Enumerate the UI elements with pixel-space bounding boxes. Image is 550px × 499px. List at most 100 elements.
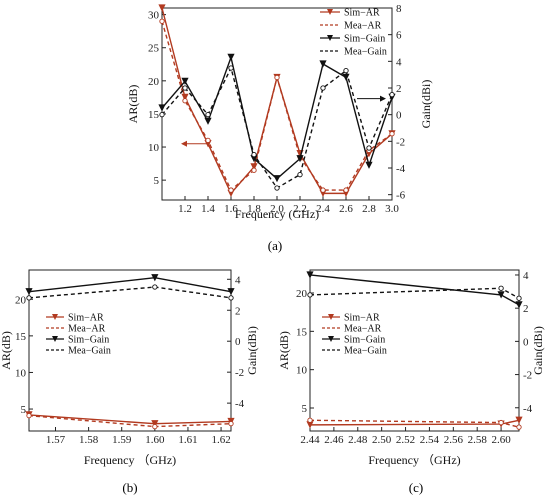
- plot-frame: [309, 269, 520, 432]
- x-tick-label: 1.61: [178, 434, 197, 446]
- data-point: [228, 295, 234, 301]
- data-point: [159, 112, 165, 118]
- x-tick-label: 2.46: [324, 434, 344, 446]
- legend-label: Mea−AR: [68, 324, 106, 335]
- y-left-tick-label: 25: [148, 43, 160, 55]
- chart-panel-3: 2.44 2.46 2.48 2.50 2.52 2.54 2.56 2.58 2.60 5 10 1…: [277, 269, 545, 495]
- data-point: [227, 53, 235, 61]
- y-left-axis-label: AR(dB): [277, 331, 291, 370]
- y-right-tick-label: 6: [396, 30, 402, 42]
- series-line-3: [310, 274, 519, 306]
- x-tick-label: 2.58: [468, 434, 488, 446]
- y-right-tick-label: 0: [523, 336, 529, 348]
- y-left-tick-label: 20: [15, 294, 27, 306]
- data-point: [274, 74, 280, 81]
- y-right-tick-label: 4: [523, 270, 529, 282]
- data-point: [158, 104, 166, 112]
- y-left-tick-label: 10: [148, 142, 160, 154]
- y-right-tick-label: 0: [235, 336, 241, 348]
- data-point: [366, 145, 372, 151]
- y-left-tick-label: 10: [15, 367, 27, 379]
- data-point: [515, 301, 523, 309]
- data-point: [204, 117, 212, 125]
- x-tick-label: 1.4: [201, 203, 215, 215]
- data-point: [296, 155, 304, 163]
- x-tick-label: 2.52: [396, 434, 415, 446]
- y-left-axis-label: AR(dB): [0, 331, 13, 370]
- x-tick-label: 2.56: [444, 434, 464, 446]
- y-left-tick-label: 5: [302, 403, 308, 415]
- y-left-tick-label: 15: [148, 109, 160, 121]
- data-point: [306, 421, 314, 429]
- data-point: [151, 274, 159, 282]
- y-left-axis-label: AR(dB): [126, 85, 140, 124]
- legend-label: Mea−AR: [344, 21, 382, 32]
- legend-marker: [327, 35, 333, 41]
- data-point: [152, 284, 158, 290]
- data-point: [516, 424, 522, 430]
- legend-marker: [328, 314, 334, 320]
- data-point: [307, 417, 313, 423]
- x-tick-label: 1.2: [178, 203, 192, 215]
- y-right-tick-label: -6: [396, 190, 406, 202]
- x-tick-label: 1.8: [247, 203, 261, 215]
- data-point: [516, 295, 522, 301]
- data-point: [182, 85, 188, 91]
- data-point: [297, 172, 303, 178]
- legend-label: Sim−Gain: [344, 34, 385, 45]
- y-right-axis-label: Gain(dBi): [531, 326, 545, 375]
- x-tick-label: 2.44: [300, 434, 320, 446]
- y-left-tick-label: 15: [15, 331, 27, 343]
- data-point: [343, 187, 349, 193]
- data-point: [205, 137, 211, 144]
- y-right-tick-label: 2: [235, 305, 241, 317]
- legend-label: Sim−AR: [68, 313, 104, 324]
- x-tick-label: 1.6: [224, 203, 238, 215]
- y-right-tick-label: 2: [523, 303, 529, 315]
- legend-marker: [328, 336, 334, 342]
- y-right-tick-label: 4: [396, 56, 402, 68]
- data-point: [274, 185, 280, 191]
- data-point: [26, 295, 32, 301]
- x-tick-label: 2.60: [491, 434, 511, 446]
- chart-panel-1: 1.2 1.4 1.6 1.8 2.0 2.2 2.4 2.6 2.8 3.05101520253…: [126, 3, 433, 253]
- y-left-tick-label: 5: [21, 404, 27, 416]
- y-right-tick-label: -4: [523, 403, 533, 415]
- series-line-1: [29, 414, 231, 425]
- x-axis-label: Frequency （GHz): [84, 453, 176, 467]
- x-tick-label: 2.0: [270, 203, 284, 215]
- y-left-tick-label: 10: [296, 365, 308, 377]
- x-axis-label: Frequency (GHz): [235, 207, 319, 221]
- data-point: [181, 77, 189, 85]
- data-point: [228, 187, 234, 193]
- x-axis-label: Frequency （GHz): [368, 453, 460, 467]
- legend-label: Mea−Gain: [68, 346, 111, 357]
- legend-label: Sim−AR: [344, 313, 380, 324]
- data-point: [182, 98, 188, 104]
- legend-label: Mea−AR: [344, 324, 382, 335]
- x-tick-label: 1.62: [211, 434, 230, 446]
- data-point: [25, 288, 33, 296]
- x-tick-label: 1.58: [79, 434, 99, 446]
- y-left-tick-label: 15: [296, 326, 308, 338]
- x-tick-label: 2.48: [348, 434, 368, 446]
- data-point: [497, 291, 505, 299]
- data-point: [307, 292, 313, 298]
- x-tick-label: 2.8: [362, 203, 376, 215]
- y-right-tick-label: 8: [396, 3, 402, 15]
- data-point: [251, 152, 257, 158]
- legend-label: Sim−AR: [344, 8, 380, 19]
- data-point: [320, 85, 326, 91]
- data-point: [26, 412, 32, 419]
- legend-label: Sim−Gain: [68, 335, 109, 346]
- y-right-tick-label: -2: [235, 367, 244, 379]
- data-point: [158, 4, 166, 12]
- y-right-tick-label: 4: [235, 274, 241, 286]
- y-right-tick-label: -2: [523, 370, 532, 382]
- x-tick-label: 1.57: [46, 434, 66, 446]
- data-point: [320, 187, 326, 193]
- y-right-axis-label: Gain(dBi): [245, 326, 259, 375]
- y-right-tick-label: -4: [235, 398, 245, 410]
